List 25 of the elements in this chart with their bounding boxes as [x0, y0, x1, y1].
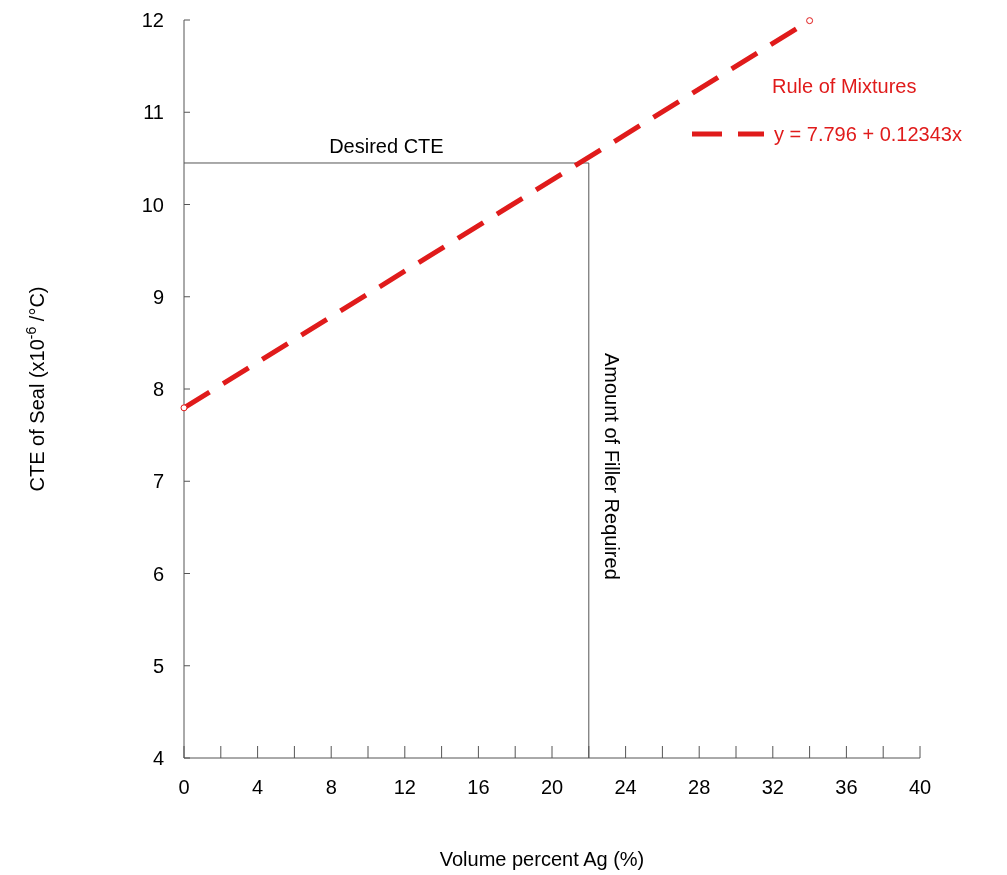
x-tick-label: 24	[614, 776, 637, 798]
x-tick-label: 28	[688, 776, 711, 798]
legend-label: y = 7.796 + 0.12343x	[774, 123, 962, 145]
x-tick-label: 20	[540, 776, 564, 798]
ref-line-label: Desired CTE	[329, 134, 444, 157]
y-tick-label: 5	[152, 654, 164, 677]
x-tick-label: 4	[252, 776, 264, 798]
x-axis-title: Volume percent Ag (%)	[439, 848, 645, 870]
x-tick-label: 32	[761, 776, 784, 798]
y-tick-label: 8	[152, 378, 164, 400]
y-tick-label: 7	[152, 470, 164, 493]
x-tick-label: 16	[467, 776, 490, 798]
x-tick-label: 36	[835, 776, 858, 798]
y-tick-label: 10	[141, 193, 164, 216]
y-tick-label: 11	[143, 101, 164, 124]
legend-title: Rule of Mixtures	[772, 75, 917, 97]
x-tick-label: 8	[325, 776, 337, 798]
y-tick-label: 12	[141, 9, 164, 31]
x-tick-label: 0	[178, 776, 190, 798]
x-tick-label: 40	[908, 776, 932, 798]
x-tick-label: 12	[393, 776, 416, 798]
y-tick-label: 6	[152, 562, 164, 585]
y-tick-label: 9	[152, 285, 164, 308]
y-tick-label: 4	[152, 747, 164, 769]
ref-line-label: Amount of Filler Required	[600, 352, 623, 580]
